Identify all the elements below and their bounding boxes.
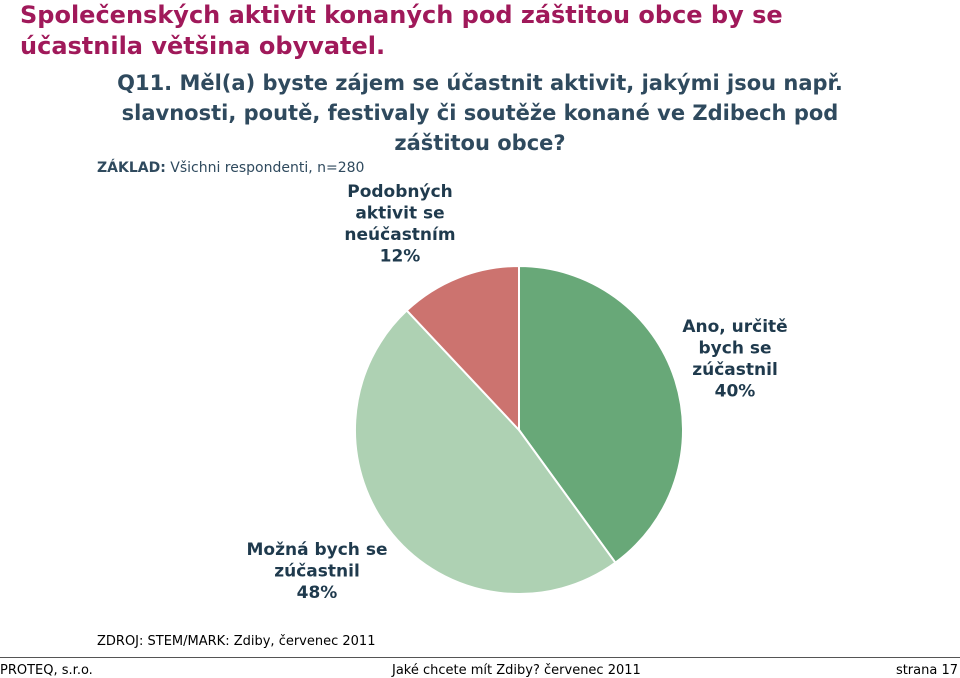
source-note: ZDROJ: STEM/MARK: Zdiby, červenec 2011	[97, 634, 376, 649]
slice-label-1: Ano, určitě bych se zúčastnil 40%	[682, 317, 787, 402]
footer-divider	[0, 657, 960, 658]
pie-slice-1	[518, 264, 684, 565]
footer-report-title: Jaké chcete mít Zdiby? červenec 2011	[392, 663, 641, 678]
footer-page-number: strana 17	[895, 663, 958, 678]
pie-slice-2	[353, 309, 617, 596]
base-text: Všichni respondenti, n=280	[170, 160, 365, 176]
base-prefix: ZÁKLAD:	[97, 160, 166, 176]
page-headline: Společenských aktivit konaných pod zášti…	[20, 1, 783, 60]
footer-company: PROTEQ, s.r.o.	[0, 663, 93, 678]
survey-question: Q11. Měl(a) byste zájem se účastnit akti…	[117, 71, 843, 155]
pie-slice-3	[405, 264, 520, 433]
slice-label-2: Možná bych se zúčastnil 48%	[247, 540, 388, 603]
slice-label-3: Podobných aktivit se neúčastním 12%	[344, 182, 455, 267]
respondent-base: ZÁKLAD: Všichni respondenti, n=280	[97, 160, 364, 176]
